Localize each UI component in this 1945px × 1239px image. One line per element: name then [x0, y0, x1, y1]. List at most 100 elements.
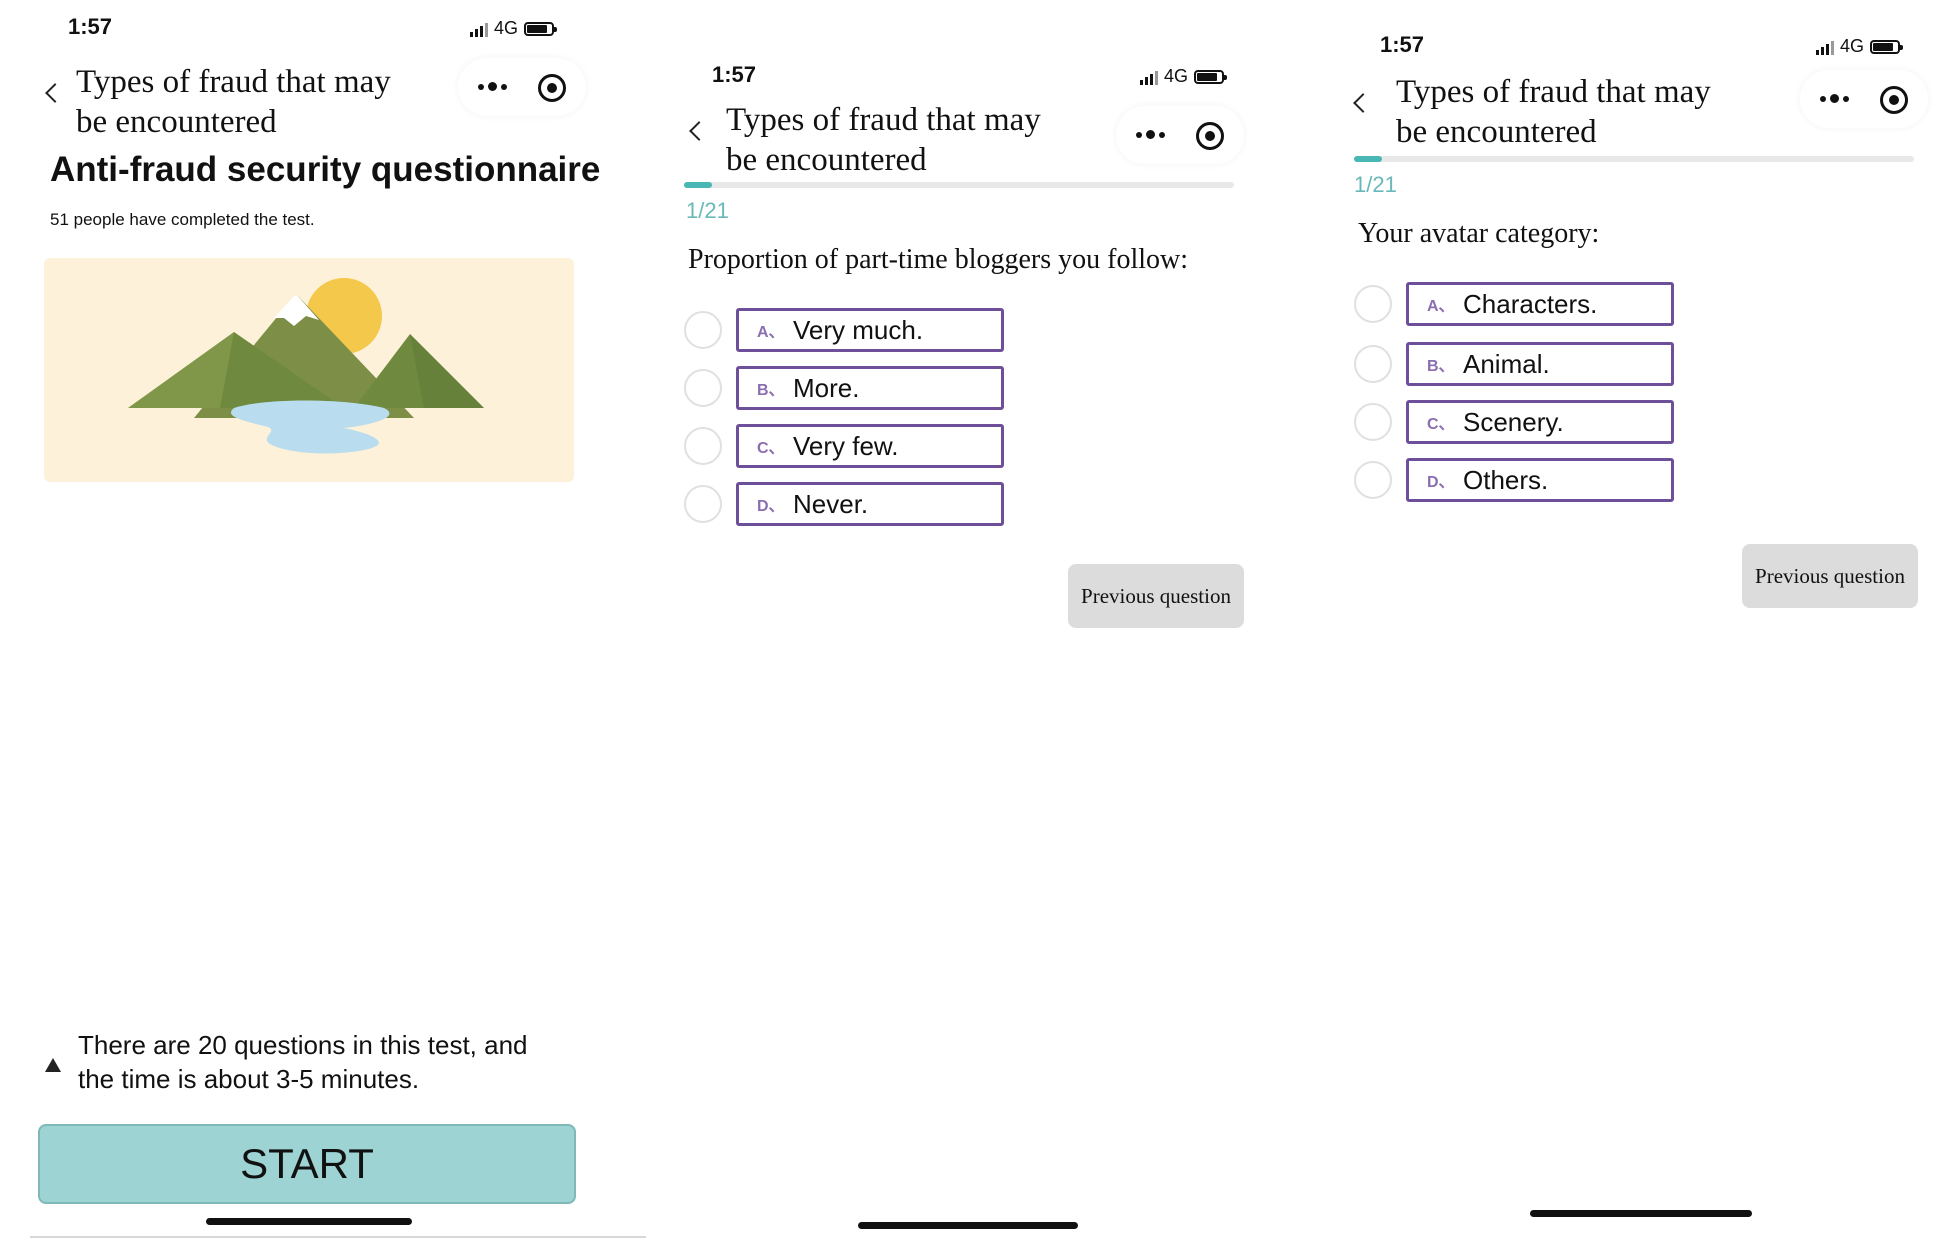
option-letter: A、: [1427, 298, 1455, 315]
option-text: Very few.: [793, 430, 899, 461]
option-a[interactable]: A、 Characters.: [1354, 282, 1674, 326]
option-letter: D、: [1427, 474, 1455, 491]
network-label: 4G: [1840, 36, 1865, 56]
signal-icon: [1140, 69, 1158, 85]
status-time: 1:57: [712, 62, 757, 87]
nav-title-line2: be encountered: [76, 104, 277, 140]
radio-button[interactable]: [1354, 461, 1392, 499]
target-icon[interactable]: [538, 74, 566, 102]
signal-icon: [470, 21, 488, 37]
status-bar: 1:57 4G: [30, 14, 650, 44]
more-dots-icon[interactable]: [478, 82, 507, 91]
question-text: Proportion of part-time bloggers you fol…: [688, 244, 1189, 275]
nav-title-line1: Types of fraud that may: [726, 102, 1041, 138]
target-icon[interactable]: [1880, 86, 1908, 114]
progress-bar: [684, 182, 1234, 188]
nav-title-line1: Types of fraud that may: [1396, 74, 1711, 110]
option-a[interactable]: A、 Very much.: [684, 308, 1004, 352]
option-d[interactable]: D、 Never.: [684, 482, 1004, 526]
option-box[interactable]: D、 Others.: [1406, 458, 1674, 502]
option-c[interactable]: C、 Very few.: [684, 424, 1004, 468]
battery-icon: [1194, 69, 1228, 84]
option-b[interactable]: B、 Animal.: [1354, 342, 1674, 386]
nav-title-line2: be encountered: [1396, 114, 1597, 150]
option-c[interactable]: C、 Scenery.: [1354, 400, 1674, 444]
note-line1: There are 20 questions in this test, and: [78, 1030, 528, 1060]
capsule-menu: [1800, 70, 1928, 128]
capsule-menu: [458, 58, 586, 116]
option-box[interactable]: C、 Scenery.: [1406, 400, 1674, 444]
radio-button[interactable]: [1354, 403, 1392, 441]
option-letter: A、: [757, 324, 785, 341]
back-chevron-icon[interactable]: [1353, 93, 1373, 113]
nav-title: Types of fraud that may be encountered: [1396, 72, 1711, 152]
radio-button[interactable]: [684, 369, 722, 407]
question-counter: 1/21: [686, 198, 729, 223]
page-title: Anti-fraud security questionnaire: [50, 150, 601, 189]
home-indicator: [206, 1218, 412, 1225]
option-text: Never.: [793, 488, 869, 519]
home-indicator: [1530, 1210, 1752, 1217]
network-label: 4G: [1164, 66, 1189, 86]
option-text: More.: [793, 372, 860, 403]
intro-screen: 1:57 4G Types of fraud that may be encou…: [30, 0, 650, 1239]
nav-title-line2: be encountered: [726, 142, 927, 178]
option-text: Characters.: [1463, 288, 1598, 319]
radio-button[interactable]: [684, 427, 722, 465]
option-letter: B、: [1427, 358, 1455, 375]
status-time: 1:57: [1380, 32, 1425, 57]
question1-screen: 1:57 4G Types of fraud that may be encou…: [670, 0, 1270, 1239]
back-chevron-icon[interactable]: [45, 83, 65, 103]
option-b[interactable]: B、 More.: [684, 366, 1004, 410]
question-text: Your avatar category:: [1358, 218, 1600, 249]
screen-divider: [30, 1236, 646, 1238]
option-letter: B、: [757, 382, 785, 399]
progress-fill: [1354, 156, 1382, 162]
signal-icon: [1816, 39, 1834, 55]
network-label: 4G: [494, 18, 519, 38]
nav-title-line1: Types of fraud that may: [76, 64, 391, 100]
option-box[interactable]: D、 Never.: [736, 482, 1004, 526]
battery-icon: [524, 21, 558, 36]
home-indicator: [858, 1222, 1078, 1229]
previous-question-button[interactable]: Previous question: [1742, 544, 1918, 608]
triangle-icon: [45, 1058, 61, 1072]
radio-button[interactable]: [1354, 345, 1392, 383]
option-text: Very much.: [793, 314, 924, 345]
progress-bar: [1354, 156, 1914, 162]
target-icon[interactable]: [1196, 122, 1224, 150]
status-bar: 1:57 4G: [670, 62, 1270, 92]
radio-button[interactable]: [684, 311, 722, 349]
option-text: Others.: [1463, 464, 1549, 495]
option-letter: D、: [757, 498, 785, 515]
option-box[interactable]: C、 Very few.: [736, 424, 1004, 468]
more-dots-icon[interactable]: [1136, 130, 1165, 139]
option-letter: C、: [757, 440, 785, 457]
start-button[interactable]: START: [38, 1124, 576, 1204]
note-line2: the time is about 3-5 minutes.: [78, 1064, 420, 1094]
question2-screen: 1:57 4G Types of fraud that may be encou…: [1340, 0, 1940, 1239]
option-box[interactable]: B、 More.: [736, 366, 1004, 410]
nav-title: Types of fraud that may be encountered: [726, 100, 1041, 180]
option-box[interactable]: A、 Very much.: [736, 308, 1004, 352]
landscape-illustration: [44, 258, 574, 482]
status-bar: 1:57 4G: [1340, 32, 1940, 62]
back-chevron-icon[interactable]: [689, 121, 709, 141]
option-box[interactable]: B、 Animal.: [1406, 342, 1674, 386]
question-counter: 1/21: [1354, 172, 1397, 197]
option-box[interactable]: A、 Characters.: [1406, 282, 1674, 326]
radio-button[interactable]: [1354, 285, 1392, 323]
option-letter: C、: [1427, 416, 1455, 433]
completed-count: 51 people have completed the test.: [50, 210, 315, 229]
previous-question-button[interactable]: Previous question: [1068, 564, 1244, 628]
progress-fill: [684, 182, 712, 188]
capsule-menu: [1116, 106, 1244, 164]
battery-icon: [1870, 39, 1904, 54]
more-dots-icon[interactable]: [1820, 94, 1849, 103]
test-info-note: There are 20 questions in this test, and…: [78, 1028, 528, 1096]
mountains-lake-icon: [128, 278, 484, 454]
option-text: Scenery.: [1463, 406, 1564, 437]
radio-button[interactable]: [684, 485, 722, 523]
option-d[interactable]: D、 Others.: [1354, 458, 1674, 502]
nav-title: Types of fraud that may be encountered: [76, 62, 391, 142]
